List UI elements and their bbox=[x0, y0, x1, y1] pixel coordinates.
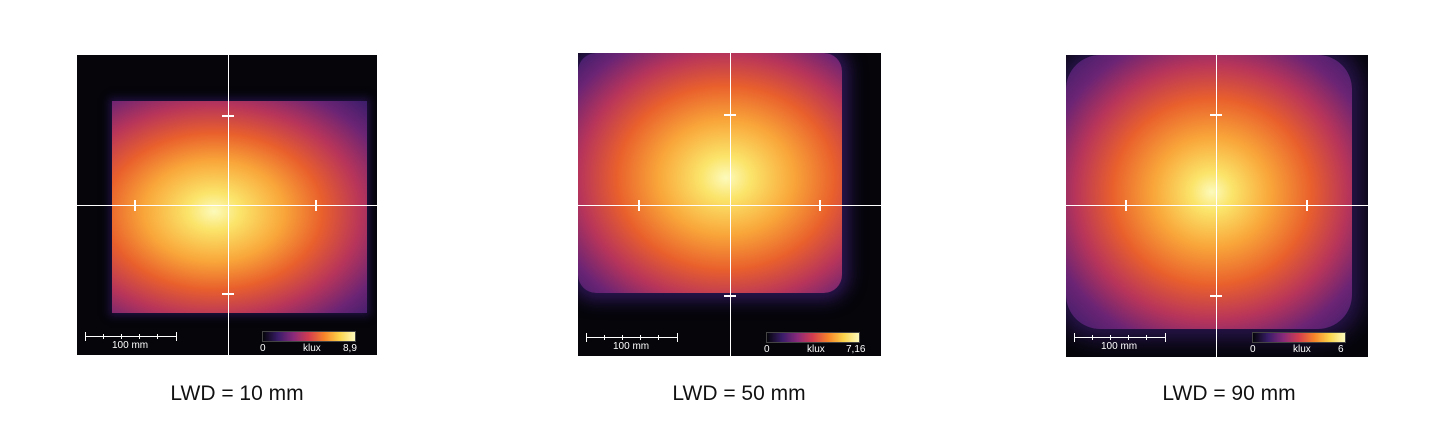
heat-square-2 bbox=[578, 53, 842, 293]
crosshair-tick bbox=[724, 114, 736, 116]
crosshair-tick bbox=[222, 115, 234, 117]
caption-lwd-90: LWD = 90 mm bbox=[1162, 382, 1296, 405]
illuminance-map-3: 100 mm 0 klux 6 bbox=[1066, 55, 1368, 357]
heat-square-3 bbox=[1066, 55, 1352, 329]
scale-bar-label: 100 mm bbox=[112, 340, 149, 351]
scale-bar: 100 mm bbox=[586, 331, 678, 352]
crosshair-horizontal bbox=[77, 205, 377, 206]
illuminance-map-2: 100 mm 0 klux 7,16 bbox=[578, 53, 881, 356]
colorbar-min-label: 0 bbox=[260, 343, 266, 354]
crosshair-vertical bbox=[1216, 55, 1217, 357]
colorbar-min-label: 0 bbox=[764, 344, 770, 355]
scale-bar-label: 100 mm bbox=[1101, 341, 1138, 352]
crosshair-tick bbox=[1210, 114, 1222, 116]
colorbar-max-label: 8,9 bbox=[343, 343, 357, 354]
crosshair-horizontal bbox=[578, 205, 881, 206]
crosshair-tick bbox=[724, 295, 736, 297]
crosshair-vertical bbox=[228, 55, 229, 355]
colorbar-max-label: 7,16 bbox=[846, 344, 866, 355]
crosshair-tick bbox=[222, 293, 234, 295]
colorbar-max-label: 6 bbox=[1338, 344, 1344, 355]
illuminance-map-1: 100 mm 0 klux 8,9 bbox=[77, 55, 377, 355]
colorbar-unit-label: klux bbox=[303, 343, 321, 354]
crosshair-tick bbox=[638, 200, 640, 211]
crosshair-tick bbox=[1125, 200, 1127, 211]
heat-square-1 bbox=[112, 101, 367, 313]
scale-bar: 100 mm bbox=[1074, 331, 1166, 352]
scale-bar: 100 mm bbox=[85, 330, 177, 351]
crosshair-tick bbox=[1210, 295, 1222, 297]
crosshair-tick bbox=[819, 200, 821, 211]
colorbar-min-label: 0 bbox=[1250, 344, 1256, 355]
caption-lwd-50: LWD = 50 mm bbox=[672, 382, 806, 405]
colorbar bbox=[1252, 332, 1346, 343]
caption-lwd-10: LWD = 10 mm bbox=[170, 382, 304, 405]
crosshair-tick bbox=[134, 200, 136, 211]
scale-bar-label: 100 mm bbox=[613, 341, 650, 352]
colorbar bbox=[262, 331, 356, 342]
colorbar bbox=[766, 332, 860, 343]
colorbar-unit-label: klux bbox=[1293, 344, 1311, 355]
crosshair-tick bbox=[315, 200, 317, 211]
crosshair-vertical bbox=[730, 53, 731, 356]
crosshair-horizontal bbox=[1066, 205, 1368, 206]
crosshair-tick bbox=[1306, 200, 1308, 211]
colorbar-unit-label: klux bbox=[807, 344, 825, 355]
